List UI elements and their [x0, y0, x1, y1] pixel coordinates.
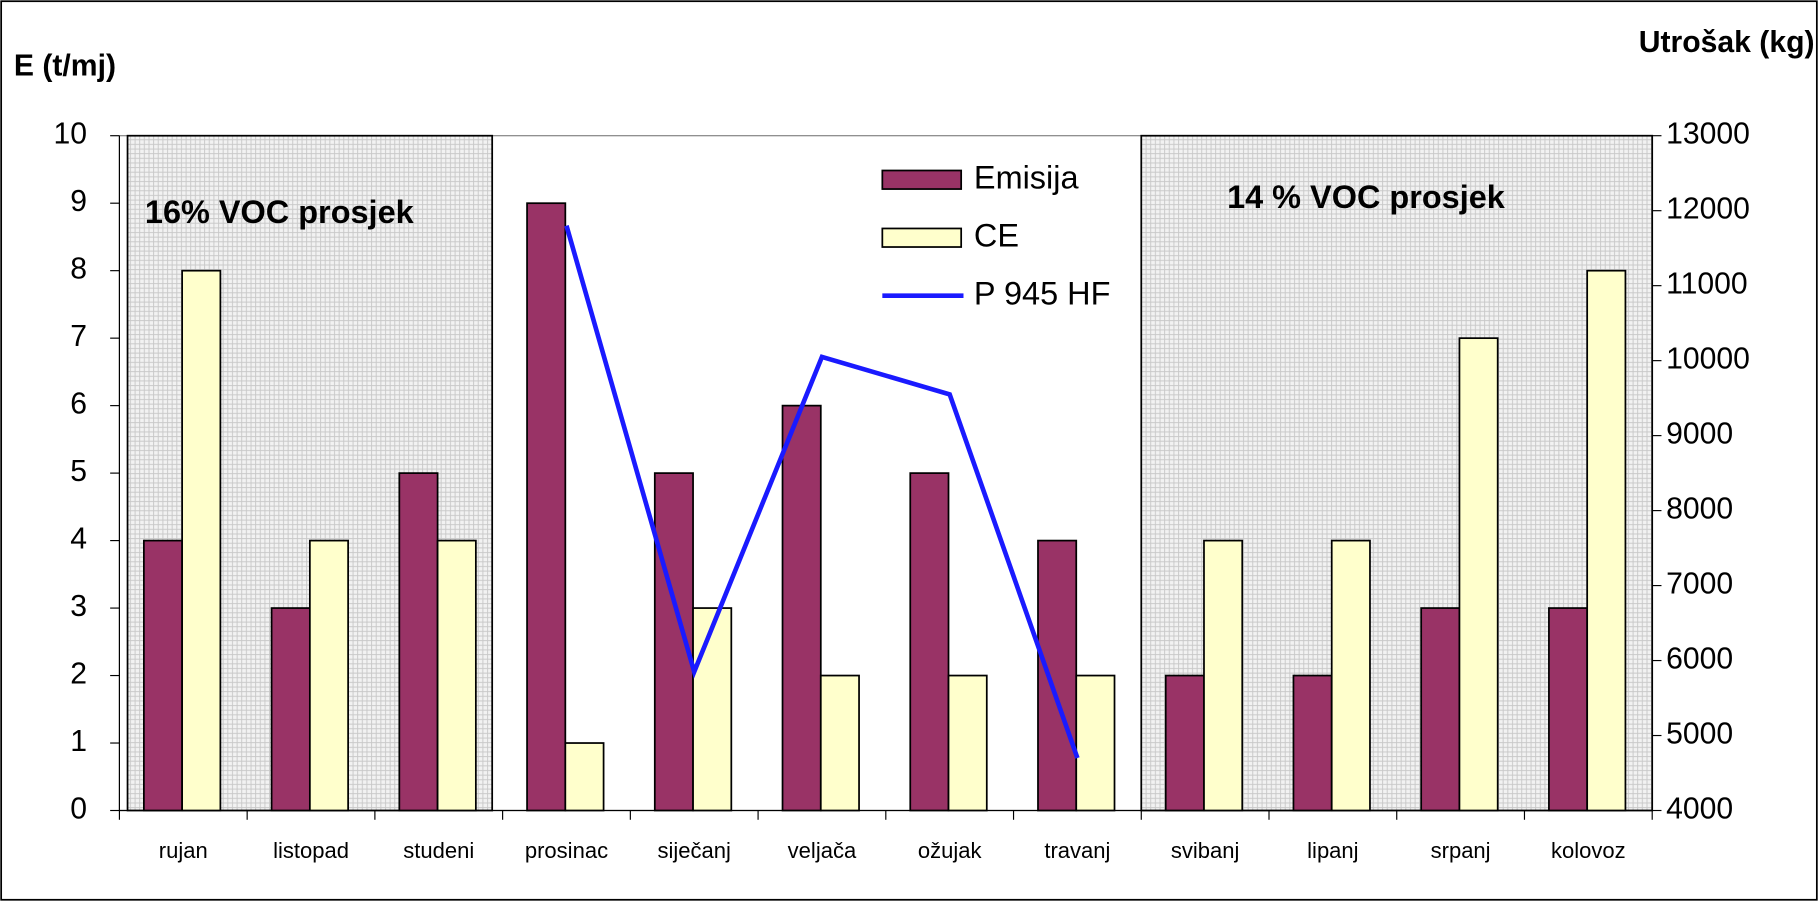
y-tick-label: 10	[53, 118, 87, 151]
x-tick-label: kolovoz	[1551, 838, 1626, 863]
bar	[781, 404, 822, 812]
y2-axis-label: Utrošak (kg)	[1639, 26, 1815, 59]
bar	[270, 607, 311, 812]
y2-tick-label: 10000	[1666, 343, 1750, 376]
y2-tick-label: 7000	[1666, 568, 1733, 601]
y-axis-label: E (t/mj)	[14, 49, 116, 82]
x-tick-label: lipanj	[1307, 838, 1358, 863]
legend-label: Emisija	[974, 159, 1080, 195]
y-tick-label: 0	[70, 792, 87, 825]
y-tick-label: 5	[70, 455, 87, 488]
bar	[181, 269, 222, 812]
legend-swatch	[881, 227, 963, 248]
x-tick-label: siječanj	[658, 838, 731, 863]
x-tick-label: rujan	[159, 838, 208, 863]
annotation: 14 % VOC prosjek	[1227, 179, 1506, 215]
bar	[526, 202, 567, 812]
bar	[692, 607, 733, 812]
x-tick-label: srpanj	[1431, 838, 1491, 863]
y-tick-label: 1	[70, 725, 87, 758]
y2-tick-label: 12000	[1666, 193, 1750, 226]
y-tick-label: 4	[70, 523, 87, 556]
bar	[1548, 607, 1589, 812]
bar	[436, 539, 477, 812]
bar	[819, 674, 860, 812]
legend-label: P 945 HF	[974, 275, 1110, 311]
bar	[308, 539, 349, 812]
bar	[909, 472, 950, 812]
bar	[947, 674, 988, 812]
x-tick-label: ožujak	[918, 838, 983, 863]
y2-tick-label: 4000	[1666, 792, 1733, 825]
y2-tick-label: 13000	[1666, 118, 1750, 151]
y2-tick-label: 5000	[1666, 717, 1733, 750]
bar	[1330, 539, 1371, 812]
x-tick-label: svibanj	[1171, 838, 1240, 863]
y2-tick-label: 6000	[1666, 643, 1733, 676]
y2-tick-label: 8000	[1666, 493, 1733, 526]
y-tick-label: 3	[70, 590, 87, 623]
bar	[142, 539, 183, 812]
y-tick-label: 2	[70, 658, 87, 691]
bar	[1203, 539, 1244, 812]
annotation: 16% VOC prosjek	[145, 194, 415, 230]
line	[564, 225, 1080, 759]
y2-tick-label: 9000	[1666, 418, 1733, 451]
bar	[564, 742, 605, 812]
bar	[1164, 674, 1205, 812]
x-tick-label: travanj	[1044, 838, 1110, 863]
y2-tick-label: 11000	[1666, 268, 1748, 301]
x-tick-label: studeni	[403, 838, 474, 863]
x-tick-label: prosinac	[525, 838, 608, 863]
y-tick-label: 9	[70, 185, 87, 218]
bar	[1586, 269, 1627, 812]
y-tick-label: 7	[70, 320, 87, 353]
legend-label: CE	[974, 217, 1019, 253]
bar	[1458, 337, 1499, 812]
bar	[1075, 674, 1116, 812]
y-tick-label: 8	[70, 253, 87, 286]
y-tick-label: 6	[70, 388, 87, 421]
bar	[1037, 539, 1078, 812]
legend-swatch	[881, 169, 963, 190]
bar	[1292, 674, 1333, 812]
x-tick-label: veljača	[788, 838, 857, 863]
x-tick-label: listopad	[273, 838, 349, 863]
bar	[398, 472, 439, 812]
bar	[1420, 607, 1461, 812]
